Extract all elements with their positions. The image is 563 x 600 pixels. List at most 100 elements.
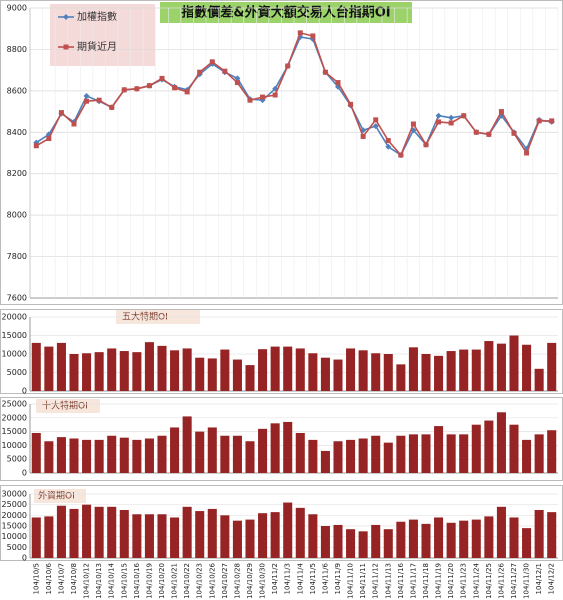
bar xyxy=(547,342,557,391)
point xyxy=(84,98,90,104)
bar xyxy=(484,420,494,473)
bar xyxy=(308,514,318,558)
bar xyxy=(107,506,117,558)
bar xyxy=(371,435,381,473)
x-tick-label: 104/10/6 xyxy=(45,562,53,594)
x-tick-label: 104/10/16 xyxy=(133,562,141,598)
bar xyxy=(119,510,129,558)
x-tick-label: 104/11/2 xyxy=(271,563,279,594)
point xyxy=(435,112,442,119)
point xyxy=(96,97,102,103)
bar xyxy=(496,343,506,391)
y-tick-label: 0 xyxy=(22,387,27,396)
point xyxy=(410,121,416,127)
y-tick-label: 5000 xyxy=(7,455,27,464)
bar xyxy=(283,502,293,558)
bar xyxy=(170,350,180,391)
x-tick-label: 104/11/4 xyxy=(296,562,304,594)
bar xyxy=(534,368,544,391)
bar xyxy=(132,514,142,558)
x-tick-label: 104/11/23 xyxy=(460,563,468,599)
point xyxy=(222,68,228,74)
bar xyxy=(144,514,154,558)
bar xyxy=(446,434,456,473)
bar xyxy=(522,528,532,558)
bar xyxy=(144,438,154,473)
point xyxy=(184,89,190,95)
bar xyxy=(182,416,192,473)
bar xyxy=(522,344,532,391)
bar xyxy=(484,341,494,391)
point xyxy=(448,114,455,121)
panel-title: 外資期OI xyxy=(38,490,75,502)
bar xyxy=(320,450,330,473)
bar xyxy=(245,519,255,558)
bar xyxy=(534,434,544,473)
point xyxy=(348,101,354,107)
x-tick-label: 104/11/12 xyxy=(372,563,380,599)
bar xyxy=(170,517,180,558)
bar xyxy=(308,439,318,473)
y-tick-label: 15000 xyxy=(2,522,27,531)
y-tick-label: 30000 xyxy=(2,490,27,499)
bar xyxy=(31,342,41,391)
panel-title: 五大特期OI xyxy=(122,311,168,323)
y-tick-label: 8400 xyxy=(7,128,27,137)
y-tick-label: 10000 xyxy=(2,350,27,359)
bar xyxy=(56,505,66,558)
bar xyxy=(69,508,79,558)
bar xyxy=(195,511,205,558)
bar xyxy=(82,504,92,558)
x-tick-label: 104/10/30 xyxy=(259,563,267,599)
point xyxy=(33,143,39,149)
y-tick-label: 0 xyxy=(22,554,27,563)
bar xyxy=(396,521,406,558)
bar xyxy=(207,427,217,473)
bar xyxy=(56,342,66,391)
bar xyxy=(408,434,418,473)
bar xyxy=(396,364,406,391)
bar xyxy=(119,351,129,391)
x-tick-label: 104/10/13 xyxy=(95,563,103,599)
bar xyxy=(220,515,230,558)
bar xyxy=(320,526,330,558)
bar xyxy=(270,423,280,473)
x-tick-label: 104/11/26 xyxy=(497,562,505,598)
bar xyxy=(245,365,255,391)
bar xyxy=(383,529,393,558)
y-tick-label: 0 xyxy=(22,469,27,478)
bar xyxy=(496,506,506,558)
bar xyxy=(547,512,557,558)
legend-label: 加權指數 xyxy=(77,10,117,23)
point xyxy=(423,142,429,148)
x-tick-label: 104/10/5 xyxy=(32,563,40,594)
x-tick-label: 104/10/20 xyxy=(158,563,166,599)
bar xyxy=(434,355,444,391)
bar xyxy=(157,435,167,473)
point xyxy=(385,143,392,150)
bar xyxy=(207,358,217,391)
bar xyxy=(232,435,242,473)
panel-frame xyxy=(0,309,563,394)
point xyxy=(448,120,454,126)
bar xyxy=(258,513,268,558)
point xyxy=(83,93,90,100)
x-tick-label: 104/10/27 xyxy=(221,563,229,599)
x-tick-label: 104/10/14 xyxy=(108,562,116,598)
point xyxy=(461,113,467,119)
y-tick-label: 7800 xyxy=(7,252,27,261)
bar xyxy=(484,516,494,558)
y-tick-label: 10000 xyxy=(2,441,27,450)
point xyxy=(310,33,316,39)
bar xyxy=(396,435,406,473)
bar xyxy=(82,353,92,391)
bar xyxy=(31,517,41,558)
bar xyxy=(459,434,469,473)
point xyxy=(436,119,442,125)
bar xyxy=(232,520,242,558)
point xyxy=(297,30,303,36)
point xyxy=(272,92,278,98)
bar xyxy=(496,412,506,473)
point xyxy=(335,80,341,86)
